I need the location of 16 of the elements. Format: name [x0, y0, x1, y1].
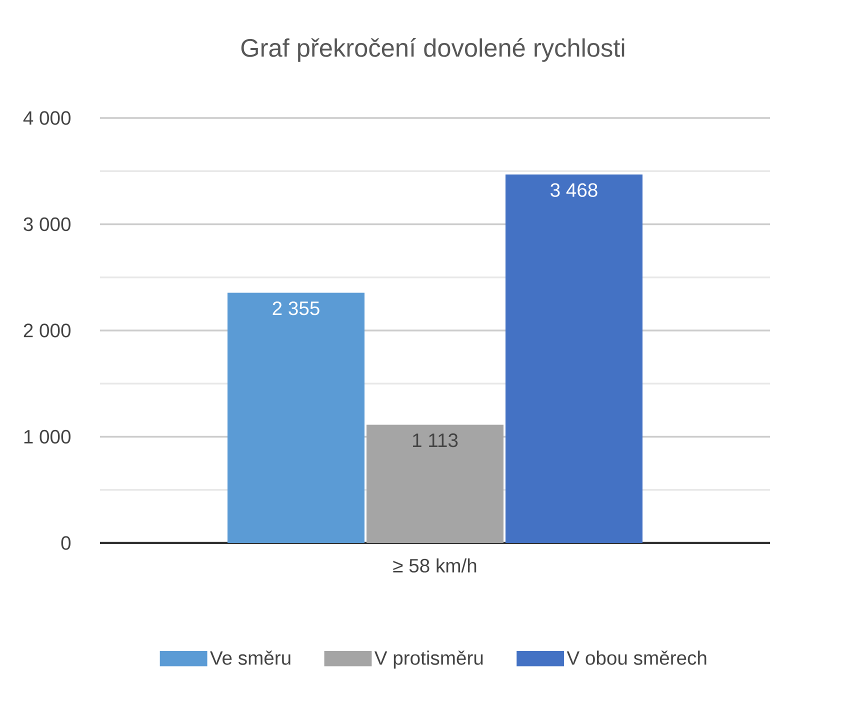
y-tick-label: 2 000 — [24, 324, 71, 338]
x-tick-label: ≥ 58 km/h — [393, 558, 476, 573]
legend-label: Ve směru — [210, 650, 290, 665]
bar — [366, 424, 504, 543]
bar — [228, 292, 365, 543]
y-tick-label: 4 000 — [23, 111, 71, 125]
y-tick-label: 3 000 — [24, 217, 71, 232]
y-tick-label: 0 — [61, 536, 71, 550]
bar — [506, 174, 643, 543]
data-label: 2 355 — [272, 301, 320, 316]
data-label: 1 113 — [413, 433, 458, 448]
legend-label: V protisměru — [374, 650, 483, 669]
chart-title: Graf překročení dovolené rychlosti — [241, 38, 624, 62]
data-label: 3 468 — [550, 183, 598, 197]
legend-label: V obou směrech — [566, 650, 706, 665]
y-tick-label: 1 000 — [24, 430, 71, 444]
